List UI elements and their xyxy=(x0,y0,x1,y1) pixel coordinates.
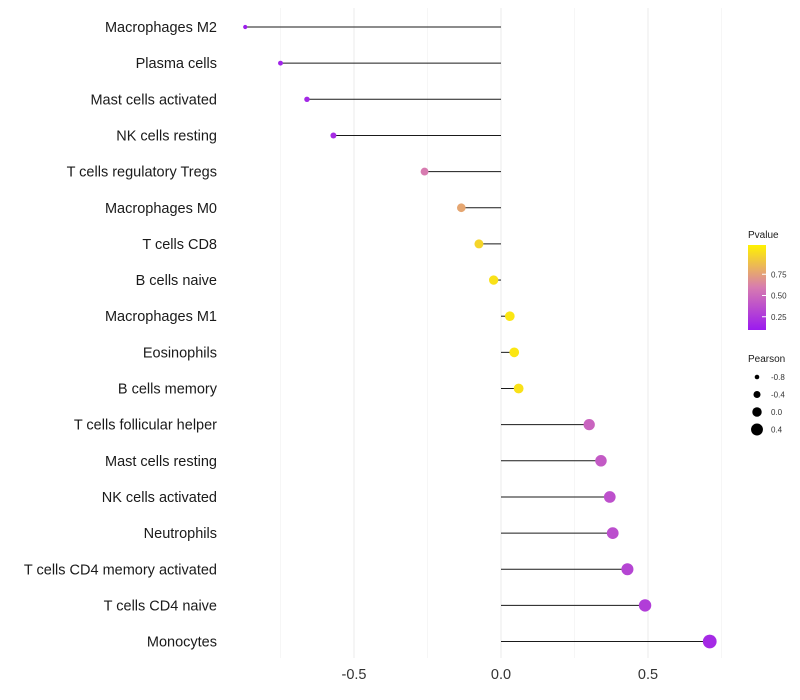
dot-t-cells-cd4-memory-activated xyxy=(621,563,634,576)
dot-plasma-cells xyxy=(278,60,283,66)
dot-macrophages-m0 xyxy=(456,203,466,213)
category-label: Macrophages M1 xyxy=(105,309,217,325)
dot-b-cells-memory xyxy=(513,383,524,394)
dot-monocytes xyxy=(702,634,717,649)
dot-macrophages-m2 xyxy=(243,24,248,30)
pvalue-colorbar xyxy=(748,245,766,330)
x-tick-label: 0.5 xyxy=(638,667,658,683)
pearson-legend-title: Pearson xyxy=(748,354,785,365)
dot-nk-cells-resting xyxy=(330,132,337,139)
category-label: T cells regulatory Tregs xyxy=(67,165,217,181)
size-key-label: 0.0 xyxy=(771,408,783,417)
category-label: Mast cells activated xyxy=(90,92,217,108)
category-label: Macrophages M2 xyxy=(105,20,217,36)
pvalue-legend: Pvalue 0.25 0.50 0.75 xyxy=(748,230,787,330)
dot-layer xyxy=(243,24,717,649)
dot-t-cells-regulatory-tregs xyxy=(420,167,429,176)
category-labels: Macrophages M2 Plasma cells Mast cells act… xyxy=(24,20,218,651)
category-label: B cells memory xyxy=(118,382,218,398)
category-label: Macrophages M0 xyxy=(105,201,217,217)
grid-layer xyxy=(280,8,722,658)
category-label: NK cells activated xyxy=(102,490,217,506)
category-label: T cells CD4 memory activated xyxy=(24,562,217,578)
category-label: NK cells resting xyxy=(116,128,217,144)
size-key-label: -0.4 xyxy=(771,391,785,400)
dot-b-cells-naive xyxy=(489,275,499,285)
dot-mast-cells-resting xyxy=(595,455,607,467)
category-label: T cells follicular helper xyxy=(74,418,217,434)
size-key-label: -0.8 xyxy=(771,373,785,382)
category-label: Monocytes xyxy=(147,635,217,651)
size-key-dot xyxy=(753,390,761,399)
category-label: Mast cells resting xyxy=(105,454,217,470)
pvalue-legend-title: Pvalue xyxy=(748,230,779,241)
category-label: B cells naive xyxy=(136,273,217,289)
dot-macrophages-m1 xyxy=(505,311,515,322)
pearson-legend: Pearson -0.8 -0.4 0.0 0.4 xyxy=(748,354,785,436)
size-key-dot xyxy=(752,407,762,417)
category-label: T cells CD4 naive xyxy=(104,598,217,614)
dot-eosinophils xyxy=(509,347,520,358)
dot-nk-cells-activated xyxy=(603,491,616,503)
size-key-dot xyxy=(754,374,760,380)
colorbar-tick-label: 0.25 xyxy=(771,313,787,322)
colorbar-tick-label: 0.50 xyxy=(771,292,787,301)
size-key-label: 0.4 xyxy=(771,426,783,435)
dot-t-cells-follicular-helper xyxy=(583,419,595,431)
stick-layer xyxy=(245,26,710,643)
x-tick-label: 0.0 xyxy=(491,667,511,683)
dot-t-cells-cd8 xyxy=(474,239,484,249)
dot-t-cells-cd4-naive xyxy=(638,599,652,612)
x-axis-ticks: -0.5 0.0 0.5 xyxy=(342,667,659,683)
dot-neutrophils xyxy=(606,527,619,539)
colorbar-tick-label: 0.75 xyxy=(771,270,787,279)
size-key-dot xyxy=(751,423,763,436)
category-label: T cells CD8 xyxy=(142,237,217,253)
x-tick-label: -0.5 xyxy=(342,667,367,683)
dot-mast-cells-activated xyxy=(304,96,310,103)
category-label: Plasma cells xyxy=(136,56,217,72)
category-label: Eosinophils xyxy=(143,345,217,361)
category-label: Neutrophils xyxy=(144,526,217,542)
